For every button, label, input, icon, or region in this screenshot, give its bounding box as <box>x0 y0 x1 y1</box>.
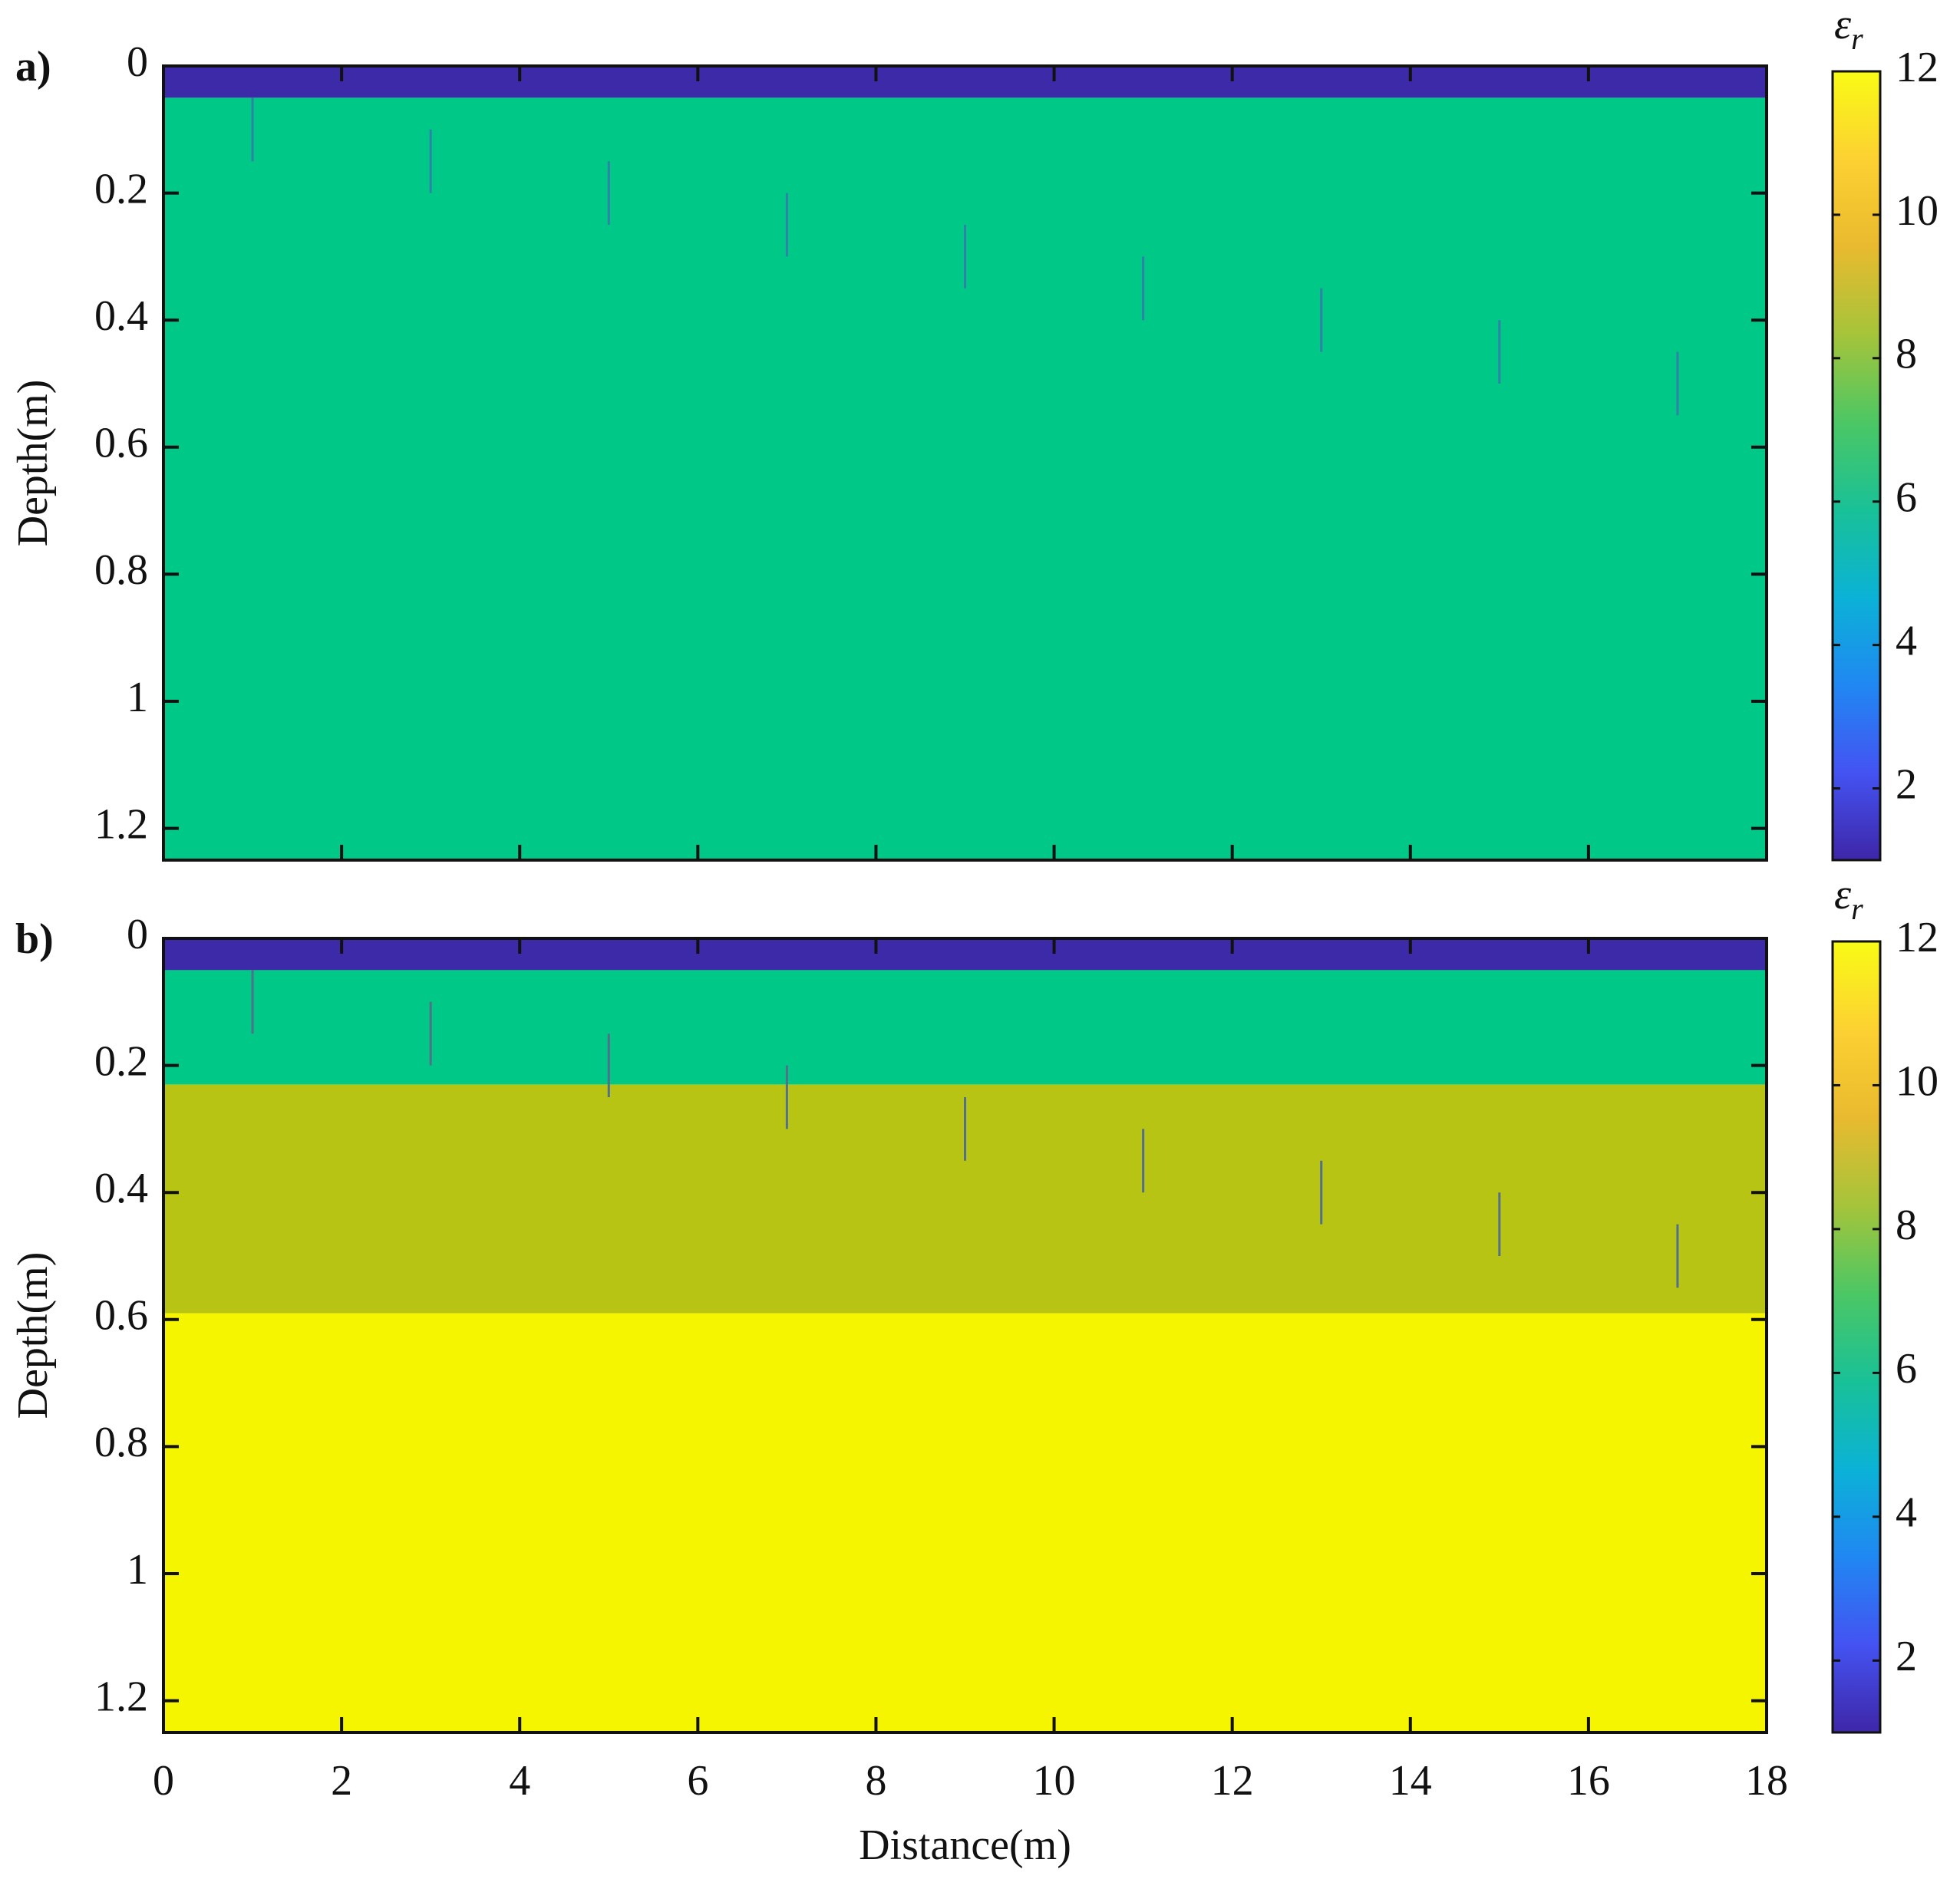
y-tick-label: 0 <box>127 911 148 958</box>
x-tick-label: 6 <box>687 1757 708 1805</box>
y-tick-label: 0.2 <box>94 1037 148 1085</box>
y-tick-label: 1 <box>127 1546 148 1594</box>
y-axis-title: Depth(m) <box>9 1252 57 1419</box>
colorbar-symbol: ε <box>1834 871 1852 918</box>
layer <box>163 97 1767 860</box>
colorbar-subscript: r <box>1851 21 1863 56</box>
x-tick-label: 0 <box>153 1757 174 1805</box>
colorbar-title: εr <box>1834 871 1863 926</box>
x-tick-label: 10 <box>1033 1757 1076 1805</box>
y-tick-label: 1.2 <box>94 1673 148 1720</box>
plot-frame <box>162 937 1768 1734</box>
y-tick-label: 0.6 <box>94 1292 148 1340</box>
y-tick-label: 1.2 <box>94 800 148 848</box>
x-tick-label: 14 <box>1389 1757 1432 1805</box>
colorbar-tick-label: 4 <box>1896 617 1917 664</box>
x-tick-label: 8 <box>865 1757 886 1805</box>
y-tick-label: 0.8 <box>94 1419 148 1466</box>
y-tick-label: 0.6 <box>94 420 148 467</box>
plot-frame <box>162 64 1768 862</box>
panel-label: b) <box>15 915 54 963</box>
colorbar-tick-label: 8 <box>1896 331 1917 378</box>
colorbar-symbol: ε <box>1834 1 1852 48</box>
y-tick-label: 0.4 <box>94 292 148 340</box>
layer <box>163 1313 1767 1732</box>
colorbar-tick-label: 8 <box>1896 1202 1917 1249</box>
colorbar-tick-label: 12 <box>1896 44 1939 91</box>
colorbar-tick-label: 10 <box>1896 1057 1939 1105</box>
x-tick-label: 12 <box>1211 1757 1254 1805</box>
colorbar <box>1831 940 1882 1734</box>
layer <box>163 970 1767 1085</box>
colorbar-subscript: r <box>1851 892 1863 926</box>
colorbar-tick-label: 2 <box>1896 1633 1917 1680</box>
colorbar-tick-label: 10 <box>1896 187 1939 235</box>
colorbar <box>1831 70 1882 862</box>
x-tick-label: 2 <box>331 1757 352 1805</box>
x-tick-label: 16 <box>1567 1757 1610 1805</box>
colorbar-title: εr <box>1834 1 1863 56</box>
y-tick-label: 0 <box>127 38 148 86</box>
colorbar-tick-label: 6 <box>1896 1345 1917 1393</box>
panel-label: a) <box>15 43 51 91</box>
colorbar-tick-label: 6 <box>1896 474 1917 522</box>
colorbar-tick-label: 12 <box>1896 914 1939 961</box>
layer <box>163 938 1767 971</box>
y-axis-title: Depth(m) <box>9 380 57 547</box>
y-tick-label: 0.8 <box>94 546 148 594</box>
colorbar-tick-label: 4 <box>1896 1489 1917 1537</box>
x-axis-title: Distance(m) <box>859 1821 1071 1869</box>
colorbar-tick-label: 2 <box>1896 760 1917 808</box>
y-tick-label: 0.4 <box>94 1165 148 1212</box>
layer <box>163 66 1767 98</box>
x-tick-label: 4 <box>509 1757 530 1805</box>
x-tick-label: 18 <box>1745 1757 1788 1805</box>
y-tick-label: 0.2 <box>94 165 148 213</box>
y-tick-label: 1 <box>127 674 148 721</box>
